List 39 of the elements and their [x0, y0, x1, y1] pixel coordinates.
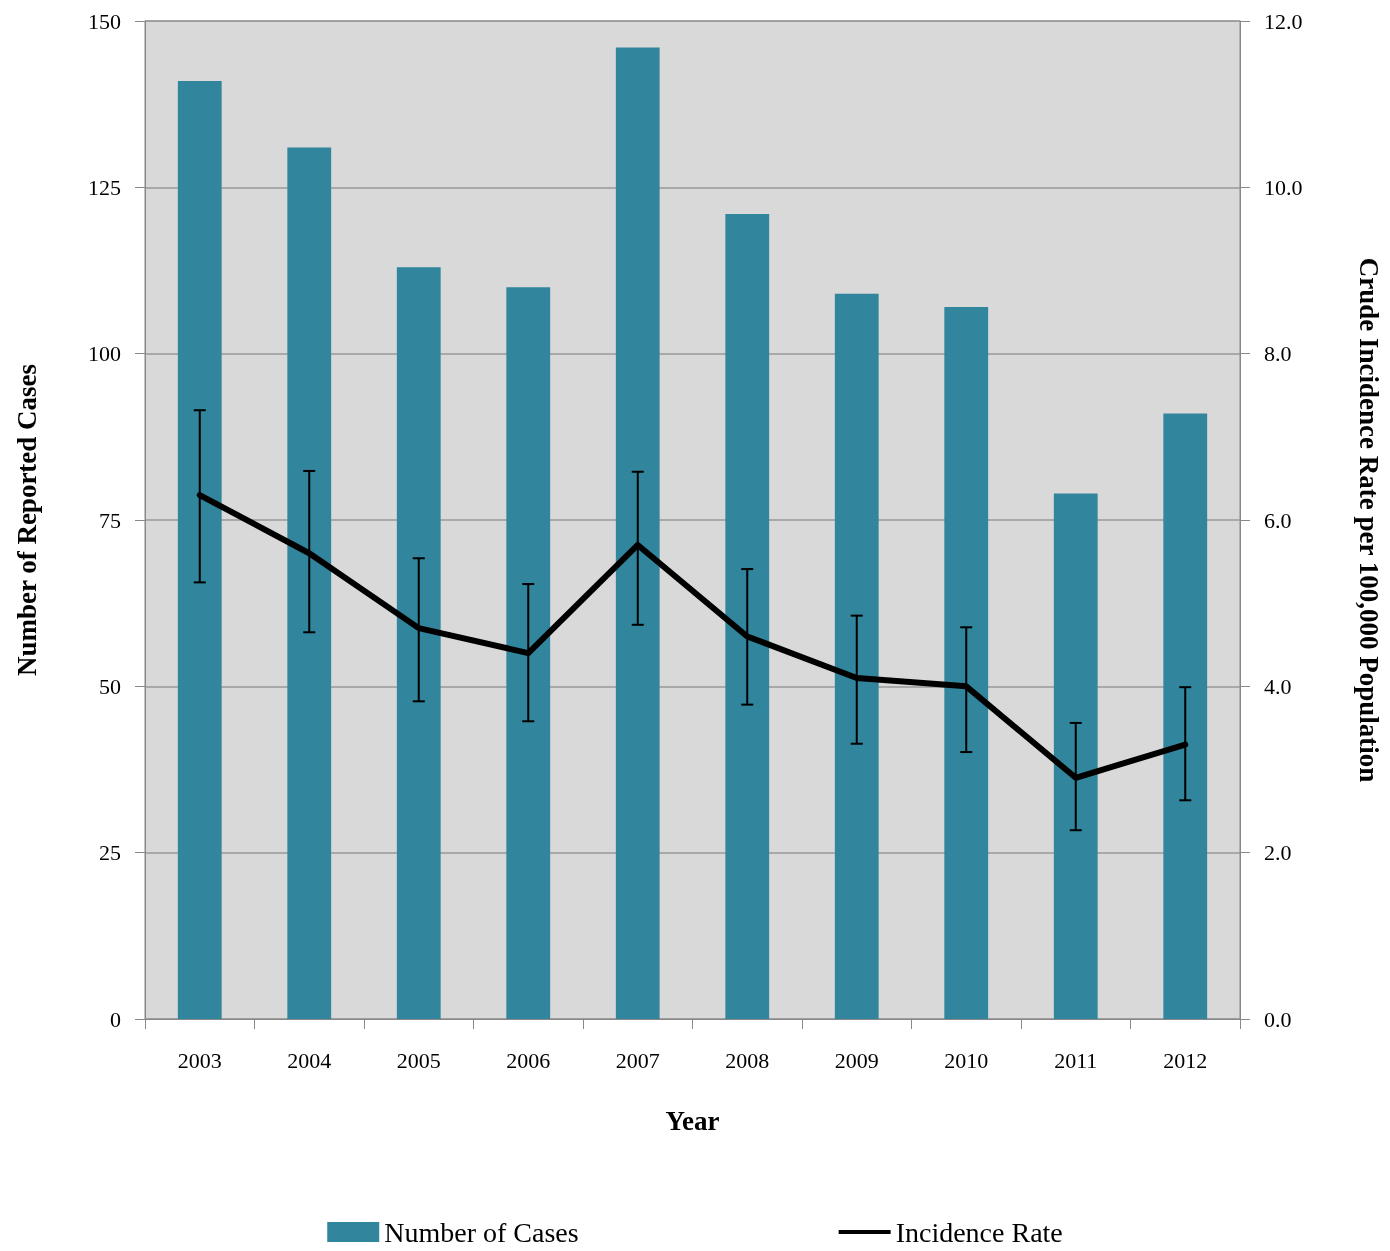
x-tick-label: 2010: [944, 1047, 989, 1073]
legend-label: Incidence Rate: [895, 1216, 1063, 1248]
y2-tick-label: 4.0: [1264, 673, 1292, 699]
y2-axis-title: Crude Incidence Rate per 100,000 Population: [1353, 257, 1384, 783]
bar: [944, 307, 989, 1019]
bar: [396, 267, 441, 1019]
y2-tick-label: 10.0: [1264, 174, 1303, 200]
y-tick-label: 150: [88, 8, 121, 34]
x-tick-label: 2006: [506, 1047, 551, 1073]
x-tick-label: 2012: [1163, 1047, 1208, 1073]
y-tick-label: 25: [99, 840, 121, 866]
x-tick-label: 2011: [1054, 1047, 1098, 1073]
x-tick-label: 2007: [615, 1047, 660, 1073]
y-tick-label: 0: [110, 1006, 121, 1032]
x-axis-title: Year: [665, 1105, 720, 1136]
bar: [506, 287, 551, 1019]
y-tick-label: 50: [99, 673, 121, 699]
bar: [1163, 413, 1208, 1019]
y2-tick-label: 6.0: [1264, 507, 1292, 533]
x-tick-label: 2005: [396, 1047, 441, 1073]
bar: [287, 147, 332, 1019]
bar: [177, 80, 222, 1019]
y2-tick-label: 0.0: [1264, 1006, 1292, 1032]
y2-tick-label: 12.0: [1264, 8, 1303, 34]
x-tick-label: 2009: [834, 1047, 879, 1073]
bar: [1053, 493, 1098, 1019]
y-tick-label: 75: [99, 507, 121, 533]
y-tick-label: 100: [88, 341, 121, 367]
y-axis-title: Number of Reported Cases: [11, 363, 42, 677]
y2-tick-label: 2.0: [1264, 840, 1292, 866]
y-tick-label: 125: [88, 174, 121, 200]
x-tick-label: 2004: [287, 1047, 332, 1073]
x-tick-label: 2008: [725, 1047, 770, 1073]
bar: [834, 293, 879, 1019]
bar: [725, 213, 770, 1019]
y2-tick-label: 8.0: [1264, 341, 1292, 367]
legend-label: Number of Cases: [384, 1216, 579, 1248]
bar: [615, 47, 660, 1019]
x-tick-label: 2003: [177, 1047, 222, 1073]
